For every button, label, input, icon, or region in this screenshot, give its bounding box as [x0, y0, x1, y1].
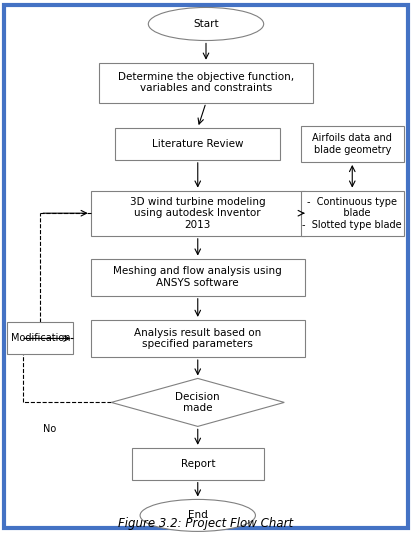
Text: Modification: Modification [11, 334, 70, 343]
FancyBboxPatch shape [115, 128, 280, 160]
Text: Decision
made: Decision made [176, 392, 220, 413]
FancyBboxPatch shape [99, 63, 313, 102]
Text: Report: Report [180, 459, 215, 469]
Text: No: No [43, 424, 56, 434]
FancyBboxPatch shape [301, 126, 404, 162]
Text: -  Continuous type
   blade
-  Slotted type blade: - Continuous type blade - Slotted type b… [302, 197, 402, 230]
FancyBboxPatch shape [301, 191, 404, 236]
Text: 3D wind turbine modeling
using autodesk Inventor
2013: 3D wind turbine modeling using autodesk … [130, 197, 266, 230]
FancyBboxPatch shape [7, 322, 73, 354]
FancyBboxPatch shape [91, 191, 305, 236]
Polygon shape [111, 378, 284, 426]
FancyBboxPatch shape [91, 259, 305, 296]
Text: Start: Start [193, 19, 219, 29]
Text: Meshing and flow analysis using
ANSYS software: Meshing and flow analysis using ANSYS so… [113, 266, 282, 288]
Ellipse shape [140, 499, 255, 531]
Text: Airfoils data and
blade geometry: Airfoils data and blade geometry [312, 133, 392, 155]
Ellipse shape [148, 7, 264, 41]
Text: Figure 3.2: Project Flow Chart: Figure 3.2: Project Flow Chart [118, 518, 294, 530]
Text: Literature Review: Literature Review [152, 139, 243, 149]
FancyBboxPatch shape [132, 448, 264, 480]
FancyBboxPatch shape [91, 320, 305, 357]
Text: Determine the objective function,
variables and constraints: Determine the objective function, variab… [118, 72, 294, 93]
Text: End: End [188, 511, 208, 520]
Text: Analysis result based on
specified parameters: Analysis result based on specified param… [134, 328, 261, 349]
